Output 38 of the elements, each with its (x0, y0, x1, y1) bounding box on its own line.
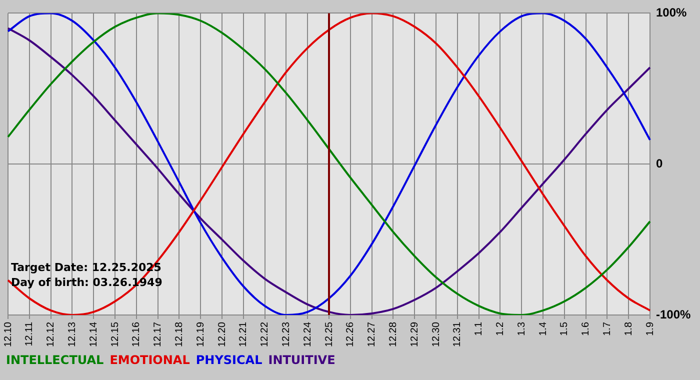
text: INTUITIVE (268, 353, 336, 367)
x-tick-label: 1.4 (538, 322, 549, 336)
x-tick-label: 12.17 (152, 322, 164, 348)
x-tick-label: 12.12 (46, 322, 57, 348)
x-tick-label: 12.30 (430, 322, 442, 348)
x-tick-label: 12.22 (260, 322, 271, 348)
x-tick-label: 12.14 (88, 322, 100, 348)
x-tick-label: 12.18 (174, 322, 185, 348)
x-tick-label: 12.19 (195, 322, 206, 348)
x-tick-label: 1.3 (516, 322, 528, 336)
x-tick-label: 12.15 (110, 322, 121, 348)
x-tick-label: 1.2 (494, 322, 506, 336)
text: EMOTIONAL (110, 353, 190, 367)
text: PHYSICAL (196, 353, 262, 367)
x-tick-label: 12.13 (66, 322, 78, 348)
x-tick-label: 1.9 (644, 322, 656, 336)
x-tick-label: 1.1 (474, 322, 485, 336)
x-tick-label: 12.20 (216, 322, 228, 348)
x-tick-label: 12.11 (24, 322, 36, 346)
y-tick-label: -100% (656, 307, 692, 322)
text: INTELLECTUAL (6, 353, 104, 367)
x-tick-label: 12.29 (409, 322, 420, 348)
y-tick-label: 0 (656, 156, 663, 170)
x-tick-label: 12.26 (345, 322, 356, 348)
x-tick-label: 1.5 (559, 322, 570, 336)
x-tick-label: 12.16 (131, 322, 142, 348)
x-tick-label: 1.8 (623, 322, 634, 336)
x-tick-label: 12.23 (280, 322, 292, 348)
x-tick-label: 1.6 (580, 322, 592, 336)
x-tick-label: 12.27 (366, 322, 378, 348)
y-tick-label: 100% (656, 6, 688, 20)
x-tick-label: 12.21 (238, 322, 250, 348)
x-tick-label: 12.28 (388, 322, 399, 348)
x-tick-label: 1.7 (602, 322, 613, 336)
x-tick-label: 12.25 (324, 322, 335, 348)
x-tick-label: 12.10 (2, 322, 14, 348)
x-tick-label: 12.31 (452, 322, 464, 348)
x-tick-label: 12.24 (302, 322, 314, 348)
